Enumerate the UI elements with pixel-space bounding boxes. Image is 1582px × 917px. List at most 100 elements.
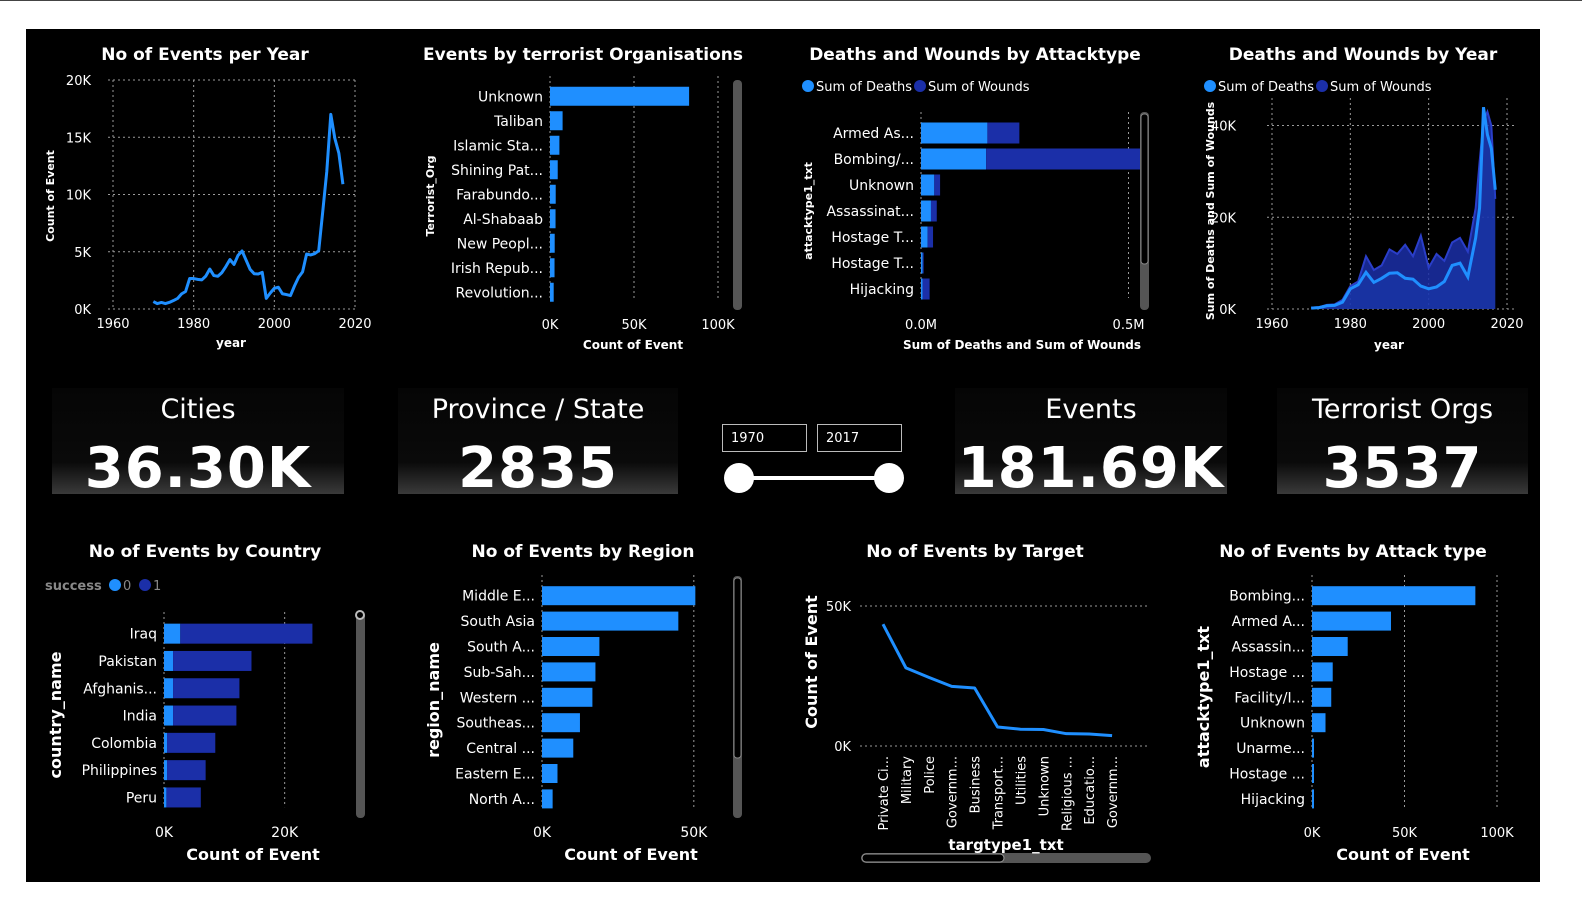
bar [1312, 611, 1391, 631]
x-axis-label: Count of Event [1336, 845, 1470, 864]
chart-events-by-region[interactable]: No of Events by Region 0K 50K Middle E... S… [415, 534, 755, 874]
bar [921, 200, 931, 222]
plot-area: 0K 50K 100K Bombing... Armed A... Assassin...… [1229, 575, 1514, 841]
slicer-end-input[interactable]: 2017 [817, 424, 902, 452]
bar [550, 184, 556, 204]
bar [986, 148, 1141, 170]
category-label: Pakistan [98, 654, 157, 670]
x-tick-label: 0.0M [905, 318, 937, 333]
bar [921, 252, 923, 274]
legend-wounds[interactable]: Sum of Wounds [928, 80, 1030, 95]
chart-events-by-org[interactable]: Events by terrorist Organisations 0K 50K 1… [415, 36, 755, 356]
slicer-handle-end[interactable] [874, 463, 904, 493]
category-label: Assassinat... [826, 204, 914, 220]
category-label: Unknown [478, 89, 543, 105]
category-label: Armed As... [833, 126, 914, 142]
x-axis-label: year [216, 336, 246, 350]
kpi-card-orgs: Terrorist Orgs 3537 [1277, 388, 1528, 501]
bar [550, 86, 690, 106]
bar [921, 174, 935, 196]
category-label: Hostage T... [831, 256, 914, 272]
bar [542, 764, 558, 783]
chart-events-by-country[interactable]: No of Events by Country success 0 1 0K 20… [30, 534, 380, 874]
chart-title: No of Events per Year [101, 45, 309, 65]
bar [921, 278, 923, 300]
chart-events-by-target[interactable]: No of Events by Target 0K 50K Private Ci..… [795, 534, 1165, 874]
scrollbar-track[interactable] [356, 612, 365, 818]
y-tick-label: 0K [834, 740, 851, 755]
y-tick-label: 20K [66, 74, 92, 89]
category-label: South A... [467, 640, 535, 656]
x-axis-label: targtype1_txt [948, 836, 1063, 854]
x-tick-label: 2000 [258, 317, 291, 332]
y-axis-label: Sum of Deaths and Sum of Wounds [1204, 101, 1217, 320]
chart-deaths-by-year[interactable]: Deaths and Wounds by Year Sum of Deaths … [1195, 36, 1535, 356]
category-label: Armed A... [1232, 614, 1305, 630]
bar [164, 760, 168, 781]
scrollbar-thumb[interactable] [861, 853, 1005, 863]
x-tick-label: 1960 [1255, 317, 1288, 332]
legend-item-0[interactable]: 0 [123, 579, 131, 594]
legend-swatch-wounds [914, 80, 926, 92]
slicer-start-input[interactable]: 1970 [722, 424, 807, 452]
kpi-value: 3537 [1322, 436, 1483, 501]
category-label: Middle E... [462, 589, 535, 605]
chart-events-per-year[interactable]: No of Events per Year 1960 1980 2000 2020 0K… [30, 36, 380, 356]
x-tick-label: Transport... [992, 756, 1007, 830]
chart-title: Deaths and Wounds by Year [1229, 45, 1498, 65]
bar [166, 787, 201, 808]
bar [164, 787, 167, 808]
category-label: Islamic Sta... [453, 138, 543, 154]
bar [542, 637, 600, 656]
category-label: Hijacking [850, 282, 914, 298]
x-tick-label: Police [923, 756, 938, 794]
bar [180, 623, 313, 644]
bar [164, 650, 174, 671]
series-line [152, 112, 345, 306]
series-area-deaths [1311, 107, 1496, 309]
x-axis-label: Sum of Deaths and Sum of Wounds [903, 338, 1141, 352]
category-label: Hostage T... [831, 230, 914, 246]
bar [542, 586, 696, 606]
x-tick-label: Unknown [1037, 756, 1052, 816]
x-tick-label: 0K [542, 318, 559, 333]
category-label: Afghanis... [83, 681, 157, 697]
category-label: Eastern E... [455, 767, 535, 783]
y-axis-label: attacktype1_txt [802, 162, 815, 260]
scrollbar-thumb[interactable] [733, 577, 742, 759]
plot-area: 0K 50K Private Ci... Military Police Governm.… [826, 600, 1150, 831]
scrollbar-thumb[interactable] [1140, 113, 1149, 265]
bar [1312, 637, 1348, 656]
y-tick-label: 40K [1211, 120, 1237, 135]
bar [922, 278, 930, 300]
scrollbar-track[interactable] [733, 80, 742, 310]
x-tick-label: Business [969, 756, 984, 814]
kpi-value: 2835 [458, 436, 618, 501]
slicer-track[interactable] [740, 476, 890, 480]
x-tick-label: Governm... [1106, 756, 1121, 828]
chart-deaths-by-attacktype[interactable]: Deaths and Wounds by Attacktype Sum of D… [795, 36, 1165, 356]
x-tick-label: 1980 [177, 317, 210, 332]
category-label: Farabundo... [456, 187, 543, 203]
category-label: Bombing... [1229, 589, 1305, 605]
chart-events-by-attack-type[interactable]: No of Events by Attack type 0K 50K 100K Bom… [1195, 534, 1535, 874]
x-tick-label: 50K [1392, 826, 1418, 841]
plot-area: 1960 1980 2000 2020 0K 5K 10K 15K 20K [66, 74, 372, 332]
legend-swatch-1 [139, 579, 151, 591]
x-tick-label: 1960 [96, 317, 129, 332]
kpi-label: Province / State [431, 394, 645, 425]
slicer-handle-start[interactable] [724, 463, 754, 493]
category-label: Southeas... [456, 716, 535, 732]
y-tick-label: 50K [826, 600, 852, 615]
kpi-label: Events [1045, 394, 1137, 425]
category-label: Hostage ... [1229, 767, 1305, 783]
legend-deaths[interactable]: Sum of Deaths [816, 80, 912, 95]
category-label: Unarme... [1236, 741, 1305, 757]
legend-deaths[interactable]: Sum of Deaths [1218, 80, 1314, 95]
category-label: Unknown [1240, 716, 1305, 732]
scrollbar-thumb[interactable] [355, 610, 365, 620]
kpi-value: 181.69K [957, 436, 1225, 501]
legend-wounds[interactable]: Sum of Wounds [1330, 80, 1432, 95]
plot-area: 0K 50K Middle E... South Asia South A... Sub-… [455, 575, 708, 841]
legend-item-1[interactable]: 1 [153, 579, 161, 594]
